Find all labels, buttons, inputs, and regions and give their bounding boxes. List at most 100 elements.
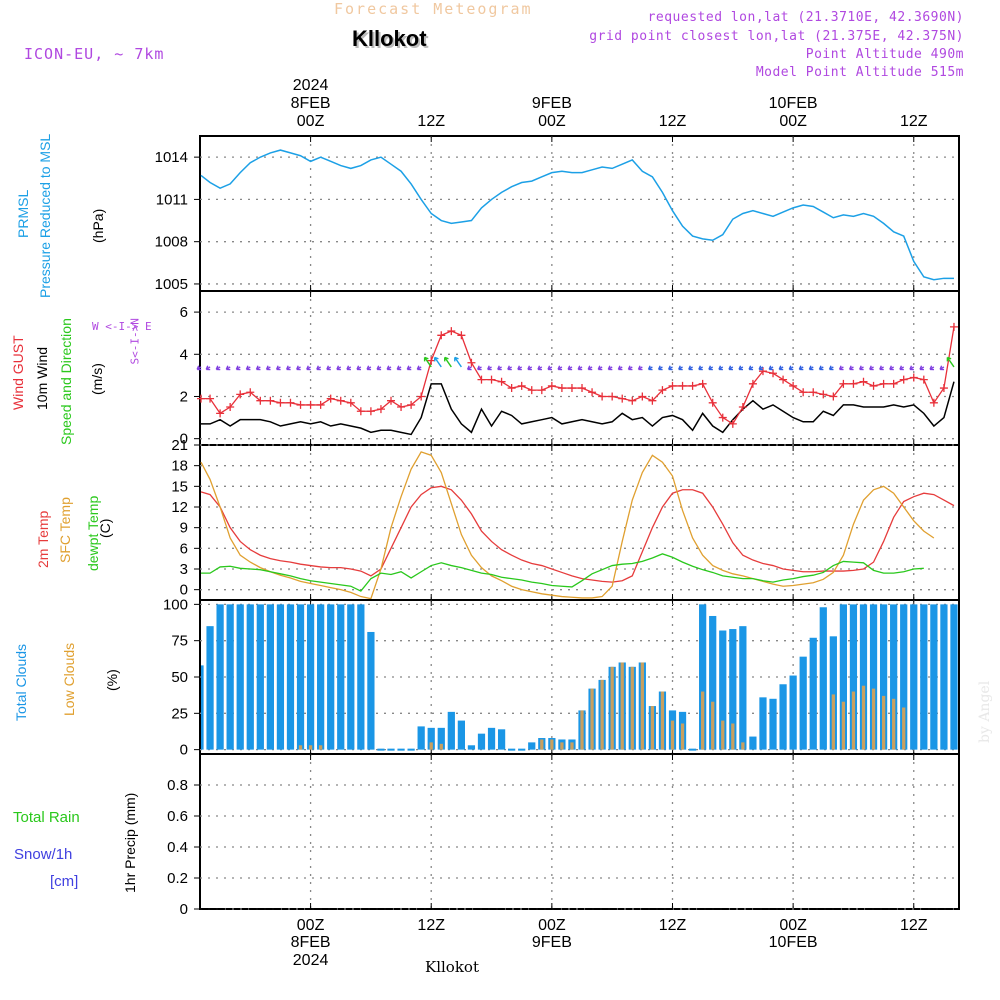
wind-gust-point [316, 400, 325, 409]
total-cloud-bar [317, 604, 325, 750]
low-cloud-bar [701, 691, 705, 750]
total-rain-label: Total Rain [13, 809, 80, 826]
wind-gust-point [487, 375, 496, 384]
total-cloud-bar [789, 675, 797, 750]
wind-gust-point [437, 331, 446, 340]
wind-direction-arrow [617, 365, 623, 371]
dewpt-line [201, 553, 924, 592]
low-cloud-bar [429, 742, 433, 750]
wind-gust-point [618, 394, 627, 403]
wind-direction-arrow [627, 365, 633, 371]
wind-direction-arrow [423, 356, 432, 368]
wind-gust-point [949, 322, 958, 331]
y-tick-label: 0.8 [167, 777, 188, 794]
total-cloud-bar [920, 604, 928, 750]
wind-gust-point [256, 396, 265, 405]
wind-direction-arrow [245, 365, 251, 371]
wind-direction-arrow [255, 365, 261, 371]
wind-direction-arrow [205, 365, 211, 371]
wind-direction-arrow [225, 365, 231, 371]
model-label: ICON-EU, ~ 7km [24, 45, 165, 63]
total-cloud-bar [357, 604, 365, 750]
total-cloud-bar [719, 630, 727, 750]
wind-direction-arrow [306, 365, 311, 371]
total-cloud-bar [216, 604, 224, 750]
wind-direction-arrow [316, 365, 322, 371]
total-cloud-bar [819, 607, 827, 750]
wind-direction-arrow [828, 365, 834, 371]
wind-gust-point [226, 403, 235, 412]
wind-direction-arrow [607, 365, 613, 371]
total-cloud-bar [447, 711, 455, 750]
low-cloud-bar [660, 691, 665, 750]
panel-frame [199, 444, 960, 601]
total-cloud-bar [890, 604, 898, 750]
snow-unit-label: [cm] [50, 873, 79, 890]
total-cloud-bar [799, 656, 807, 750]
total-cloud-bar [417, 726, 425, 750]
low-cloud-bar [550, 739, 554, 750]
requested-point: requested lon,lat (21.3710E, 42.3690N) [647, 10, 964, 25]
top-hour-label: 12Z [417, 113, 445, 130]
low-cloud-bar [570, 742, 574, 750]
bottom-date-label: 9FEB [532, 934, 572, 951]
wind-direction-arrow [356, 365, 362, 371]
wind-direction-arrow [909, 365, 915, 371]
wind-gust-point [306, 400, 315, 409]
total-cloud-bar [487, 727, 496, 750]
total-cloud-bar [306, 604, 315, 750]
top-hour-label: 12Z [900, 113, 928, 130]
low-cloud-bar [540, 739, 544, 750]
wind-gust-point [467, 358, 476, 367]
panel-frame [199, 753, 960, 910]
product-title: Forecast Meteogram [334, 0, 533, 18]
wind-direction-arrow [788, 365, 794, 371]
wind-gust-point [407, 400, 416, 409]
y-tick-label: 1014 [155, 149, 188, 166]
wind-direction-arrow [454, 356, 462, 368]
y-tick-label: 3 [180, 561, 188, 578]
wind-gust-point [899, 375, 908, 384]
wind-gust-point [246, 388, 255, 397]
y-tick-label: 15 [171, 478, 188, 495]
wind-direction-arrow [678, 365, 683, 371]
total-cloud-bar [347, 604, 355, 750]
y-tick-label: 50 [171, 669, 188, 686]
total-cloud-bar [809, 637, 817, 750]
top-hour-label: 00Z [297, 113, 325, 130]
wind-direction-arrow [848, 365, 854, 371]
wind-direction-arrow [748, 365, 754, 371]
total-cloud-bar [849, 604, 858, 750]
wind-gust-point [376, 405, 385, 414]
wind-direction-arrow [466, 365, 472, 371]
wind-direction-arrow [476, 365, 482, 371]
y-tick-label: 0 [180, 582, 188, 599]
total-cloud-bar [930, 604, 938, 750]
wind-direction-arrow [587, 365, 593, 371]
wind-direction-arrow [818, 365, 824, 371]
wind-gust-point [748, 379, 757, 388]
wind-gust-point [206, 394, 215, 403]
bottom-hour-label: 12Z [659, 917, 687, 934]
wind-gust-point [688, 381, 697, 390]
total-cloud-bar [286, 604, 295, 750]
t2m-line [200, 485, 955, 583]
y-tick-label: 0.6 [167, 808, 188, 825]
wind-gust-point [598, 392, 607, 401]
wind-direction-arrow [939, 365, 945, 371]
wind-gust-point [708, 398, 717, 407]
total-cloud-bar [729, 629, 737, 750]
wind-direction-arrow [758, 365, 764, 371]
total-cloud-bar [201, 665, 204, 750]
wind-direction-arrow [728, 365, 734, 371]
wind-direction-arrow [577, 365, 583, 371]
wind-gust-point [296, 400, 305, 409]
wind-gust-point [557, 384, 566, 393]
wind-gust-point [829, 392, 838, 401]
wind-gust-point [879, 379, 888, 388]
wind-gust-point [789, 381, 798, 390]
total-cloud-bar [749, 736, 757, 750]
low-cloud-bar [871, 688, 876, 750]
wind-gust-point [819, 390, 828, 399]
wind-direction-arrow [196, 365, 202, 371]
